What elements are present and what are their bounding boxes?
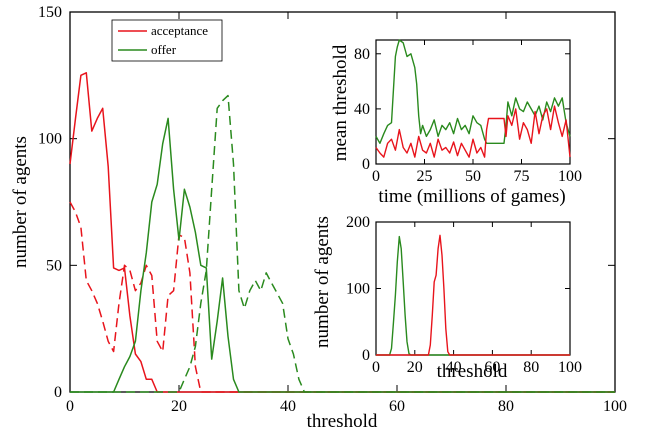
x-tick-label: 0	[372, 168, 380, 185]
inset-top-y-axis-label: mean threshold	[330, 44, 351, 161]
inset-top-plot-area	[375, 39, 571, 158]
inset-bottom-series-offer-line	[376, 235, 570, 356]
y-tick-label: 100	[38, 131, 62, 148]
main-plot-area	[69, 72, 615, 393]
inset-top-tick-labels: 0 25 50 75 100 0 40 80	[354, 46, 582, 185]
legend-box	[111, 19, 223, 62]
x-tick-label: 0	[66, 398, 74, 415]
y-tick-label: 40	[354, 101, 370, 118]
y-tick-label: 0	[362, 156, 370, 173]
inset-top-axis-ticks	[375, 40, 571, 165]
y-tick-label: 200	[346, 214, 370, 231]
x-tick-label: 60	[389, 398, 405, 415]
x-tick-label: 0	[372, 359, 380, 376]
x-tick-label: 20	[171, 398, 187, 415]
inset-top-plot: 0 25 50 75 100 0 40 80 time (millions of games)…	[330, 39, 582, 207]
y-tick-label: 0	[362, 347, 370, 364]
legend: acceptance offer	[111, 19, 223, 62]
x-tick-label: 25	[417, 168, 433, 185]
x-tick-label: 100	[603, 398, 627, 415]
inset-bottom-series-acceptance-line	[376, 234, 570, 356]
x-tick-label: 40	[446, 359, 462, 376]
main-series-offer-dashed-line	[70, 94, 615, 393]
legend-label-offer: offer	[151, 42, 177, 57]
x-tick-label: 60	[484, 359, 500, 376]
y-tick-label: 100	[346, 281, 370, 298]
x-tick-label: 40	[280, 398, 296, 415]
inset-top-x-axis-label: time (millions of games)	[378, 186, 565, 207]
y-tick-label: 50	[46, 257, 62, 274]
x-tick-label: 20	[407, 359, 423, 376]
x-tick-label: 50	[465, 168, 481, 185]
x-tick-label: 75	[514, 168, 530, 185]
x-tick-label: 80	[498, 398, 514, 415]
inset-bottom-tick-labels: 0 20 40 60 80 100 0 100 200	[346, 214, 582, 376]
x-tick-label: 100	[558, 359, 582, 376]
y-tick-label: 150	[38, 4, 62, 21]
main-series-offer-line	[70, 117, 615, 393]
x-tick-label: 100	[558, 168, 582, 185]
main-x-axis-label: threshold	[307, 411, 378, 432]
main-series-acceptance-line	[69, 72, 615, 393]
main-plot: 0 20 40 60 80 100 0 50 100 150 threshold number o…	[10, 4, 627, 432]
x-tick-label: 80	[523, 359, 539, 376]
y-tick-label: 0	[54, 384, 62, 401]
y-tick-label: 80	[354, 46, 370, 63]
inset-bottom-y-axis-label: number of agents	[312, 216, 333, 348]
inset-bottom-frame	[375, 221, 571, 356]
inset-top-frame	[375, 39, 571, 165]
legend-label-acceptance: acceptance	[151, 23, 208, 38]
inset-bottom-x-axis-label: threshold	[437, 361, 508, 382]
main-series-acceptance-dashed-line	[69, 201, 615, 393]
inset-bottom-plot-area	[376, 234, 570, 356]
inset-bottom-plot: 0 20 40 60 80 100 0 100 200 threshold number of …	[312, 214, 582, 382]
main-tick-labels: 0 20 40 60 80 100 0 50 100 150	[38, 4, 627, 415]
inset-top-series-acceptance-line	[375, 105, 571, 158]
main-y-axis-label: number of agents	[10, 136, 31, 268]
